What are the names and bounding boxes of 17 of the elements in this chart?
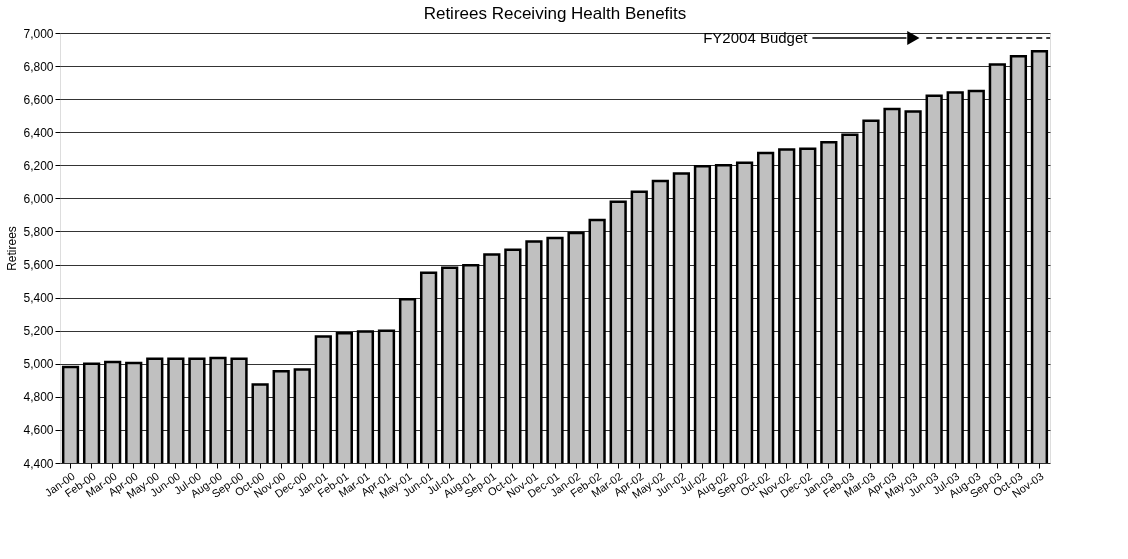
y-tick-label: 5,200 <box>23 324 54 339</box>
y-tick-label: 6,800 <box>23 59 54 74</box>
y-tick-label: 5,000 <box>23 357 54 372</box>
y-tick-label: 4,800 <box>23 390 54 405</box>
ref-line-label: FY2004 Budget <box>703 28 809 46</box>
y-tick-label: 6,200 <box>23 158 54 173</box>
y-tick-label: 5,800 <box>23 224 54 239</box>
y-tick-label: 5,400 <box>23 291 54 306</box>
y-tick-label: 7,000 <box>23 26 54 41</box>
y-tick-label: 6,000 <box>23 191 54 206</box>
y-tick-label: 6,400 <box>23 125 54 140</box>
y-tick-label: 4,600 <box>23 423 54 438</box>
chart-title: Retirees Receiving Health Benefits <box>423 4 687 23</box>
y-tick-label: 5,600 <box>23 258 54 273</box>
y-axis-title: Retirees <box>5 226 20 271</box>
y-tick-label: 6,600 <box>23 92 54 107</box>
y-tick-label: 4,400 <box>23 456 54 471</box>
